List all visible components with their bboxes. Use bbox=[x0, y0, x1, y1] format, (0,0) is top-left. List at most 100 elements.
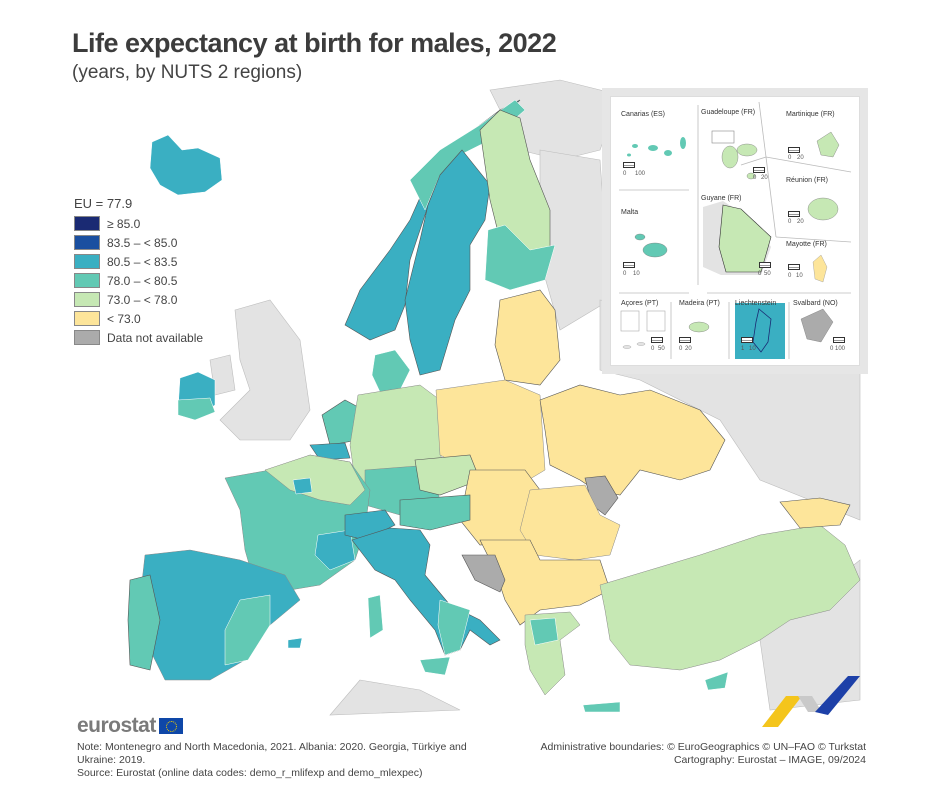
legend-swatch bbox=[74, 330, 100, 345]
legend-swatch bbox=[74, 273, 100, 288]
scale-start: 0 bbox=[753, 175, 757, 181]
region-czechia bbox=[414, 454, 481, 496]
scale-start: 0 bbox=[679, 346, 683, 352]
inset-maps-panel: Canarias (ES) 0 100 Guadeloupe (FR) 0 20… bbox=[610, 96, 860, 366]
region-italy-south bbox=[437, 599, 471, 656]
scale-end: 50 bbox=[764, 271, 771, 277]
source-text: Source: Eurostat (online data codes: dem… bbox=[77, 767, 423, 779]
legend-item: ≥ 85.0 bbox=[74, 214, 203, 233]
region-greece-north bbox=[529, 617, 559, 646]
scale-end: 10 bbox=[633, 271, 640, 277]
scale-start: 0 bbox=[651, 346, 655, 352]
scale-bar-icon bbox=[741, 337, 753, 343]
legend-swatch bbox=[74, 311, 100, 326]
eurostat-swoosh-decoration bbox=[762, 676, 860, 727]
inset-label-martinique: Martinique (FR) bbox=[786, 111, 835, 118]
scale-bar-icon bbox=[623, 162, 635, 168]
legend-item: Data not available bbox=[74, 328, 203, 347]
scale-end: 10 bbox=[749, 346, 756, 352]
legend-label: < 73.0 bbox=[107, 311, 141, 326]
inset-graphics bbox=[619, 101, 852, 359]
region-crete bbox=[582, 701, 621, 713]
scale-end: 50 bbox=[658, 346, 665, 352]
region-baltics bbox=[494, 289, 561, 386]
scale-start: 0 bbox=[623, 171, 627, 177]
inset-label-guadeloupe: Guadeloupe (FR) bbox=[701, 109, 756, 116]
region-ile-de-france bbox=[292, 477, 313, 495]
inset-label-acores: Açores (PT) bbox=[621, 300, 659, 307]
scale-bar-icon bbox=[788, 264, 800, 270]
scale-end: 100 bbox=[835, 346, 846, 352]
scale-end: 20 bbox=[797, 155, 804, 161]
region-georgia bbox=[779, 497, 851, 529]
region-balkans bbox=[479, 539, 611, 626]
region-ireland-south bbox=[177, 397, 216, 421]
scale-start: 0 bbox=[830, 346, 834, 352]
region-sicily bbox=[419, 656, 451, 676]
eurostat-wordmark: eurostat bbox=[77, 714, 156, 737]
scale-start: 0 bbox=[788, 219, 792, 225]
region-belgium bbox=[309, 442, 351, 461]
scale-bar-icon bbox=[651, 337, 663, 343]
scale-bar-icon bbox=[788, 211, 800, 217]
inset-label-canarias: Canarias (ES) bbox=[621, 111, 665, 118]
legend-label: 78.0 – < 80.5 bbox=[107, 273, 178, 288]
region-iceland bbox=[149, 134, 223, 196]
scale-end: 20 bbox=[685, 346, 692, 352]
inset-label-guyane: Guyane (FR) bbox=[701, 195, 742, 202]
map-legend: EU = 77.9 ≥ 85.0 83.5 – < 85.0 80.5 – < … bbox=[74, 196, 203, 347]
inset-label-mayotte: Mayotte (FR) bbox=[786, 241, 827, 248]
region-france-northeast bbox=[264, 454, 366, 506]
page-title: Life expectancy at birth for males, 2022 bbox=[72, 28, 557, 58]
region-finland-south bbox=[484, 224, 556, 291]
page-subtitle: (years, by NUTS 2 regions) bbox=[72, 62, 303, 83]
scale-bar-icon bbox=[623, 262, 635, 268]
scale-start: 0 bbox=[788, 155, 792, 161]
legend-swatch bbox=[74, 292, 100, 307]
region-spain-east bbox=[224, 594, 271, 666]
scale-start: 1 bbox=[741, 346, 745, 352]
legend-label: 83.5 – < 85.0 bbox=[107, 235, 178, 250]
region-cyprus bbox=[704, 671, 729, 691]
region-austria bbox=[399, 494, 471, 531]
scale-bar-icon bbox=[679, 337, 691, 343]
cartography-text: Cartography: Eurostat – IMAGE, 09/2024 bbox=[673, 754, 866, 766]
legend-item: 78.0 – < 80.5 bbox=[74, 271, 203, 290]
footnote: Note: Montenegro and North Macedonia, 20… bbox=[77, 741, 477, 780]
scale-end: 20 bbox=[797, 219, 804, 225]
eurostat-logo: eurostat bbox=[77, 714, 183, 738]
scale-bar-icon bbox=[788, 147, 800, 153]
inset-label-madeira: Madeira (PT) bbox=[679, 300, 720, 307]
admin-boundaries-text: Administrative boundaries: © EuroGeograp… bbox=[540, 741, 866, 753]
scale-end: 20 bbox=[761, 175, 768, 181]
scale-start: 0 bbox=[623, 271, 627, 277]
legend-swatch bbox=[74, 216, 100, 231]
scale-start: 0 bbox=[758, 271, 762, 277]
legend-swatch bbox=[74, 254, 100, 269]
scale-bar-icon bbox=[753, 167, 765, 173]
scale-start: 0 bbox=[788, 273, 792, 279]
region-italy bbox=[351, 527, 501, 656]
note-text: Note: Montenegro and North Macedonia, 20… bbox=[77, 741, 467, 766]
region-rhone-alpes bbox=[314, 529, 356, 571]
legend-label: ≥ 85.0 bbox=[107, 216, 141, 231]
legend-item: < 73.0 bbox=[74, 309, 203, 328]
credits: Administrative boundaries: © EuroGeograp… bbox=[540, 741, 866, 767]
region-portugal bbox=[127, 574, 161, 671]
region-sardinia bbox=[367, 594, 384, 639]
region-romania bbox=[519, 484, 621, 561]
legend-label: Data not available bbox=[107, 330, 204, 345]
legend-item: 80.5 – < 83.5 bbox=[74, 252, 203, 271]
inset-label-liechtenstein: Liechtenstein bbox=[735, 300, 777, 307]
region-ukraine bbox=[539, 384, 726, 496]
legend-label: 73.0 – < 78.0 bbox=[107, 292, 178, 307]
eu-average-label: EU = 77.9 bbox=[74, 196, 133, 211]
region-denmark bbox=[371, 349, 411, 393]
legend-item: 73.0 – < 78.0 bbox=[74, 290, 203, 309]
scale-end: 10 bbox=[796, 273, 803, 279]
scale-end: 100 bbox=[635, 171, 646, 177]
legend-swatch bbox=[74, 235, 100, 250]
legend-label: 80.5 – < 83.5 bbox=[107, 254, 178, 269]
inset-label-malta: Malta bbox=[621, 209, 639, 216]
